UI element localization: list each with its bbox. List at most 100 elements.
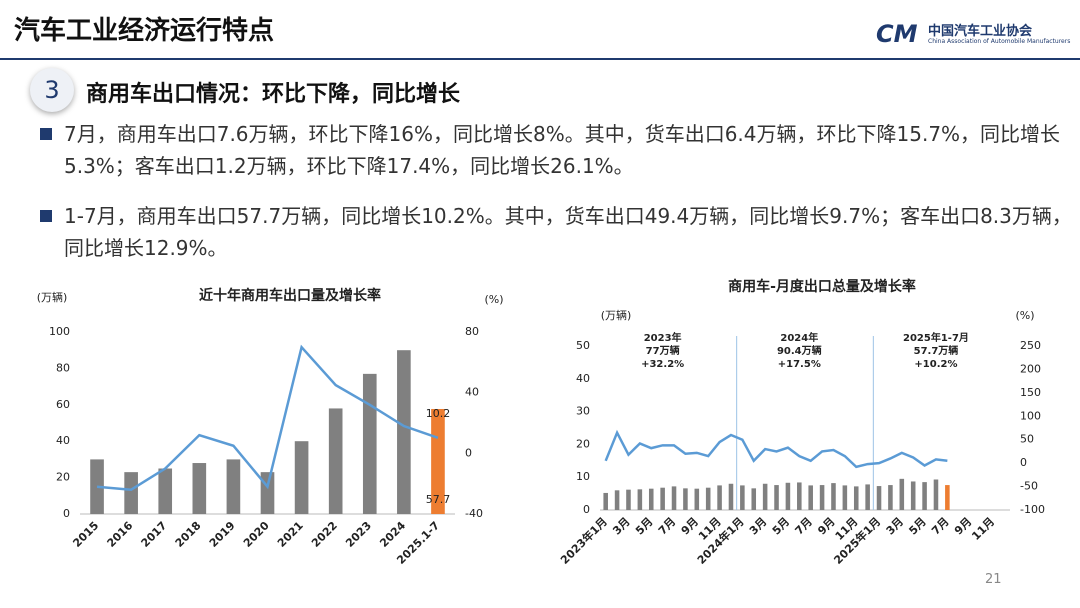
bar: [831, 483, 836, 510]
bar: [705, 487, 711, 510]
bar: [158, 468, 173, 514]
y-tick-label: 60: [56, 398, 70, 411]
logo-cn: 中国汽车工业协会: [928, 24, 1033, 39]
bar: [124, 472, 138, 514]
line-series: [96, 344, 439, 492]
bar: [260, 472, 275, 514]
x-tick-label: 2020: [241, 519, 272, 550]
bar: [362, 373, 377, 514]
bar: [899, 478, 905, 510]
x-tick-label: 2023: [343, 519, 374, 550]
x-tick-label: 2016: [105, 519, 136, 550]
bar: [945, 485, 950, 510]
line-series: [604, 429, 948, 469]
logo: CM 中国汽车工业协会 China Association of Automob…: [876, 20, 1076, 50]
header-rule: [0, 58, 1080, 60]
x-tick-label: 2021: [275, 519, 306, 550]
bar: [797, 482, 802, 510]
bar: [603, 492, 608, 510]
annotation: 90.4万辆: [777, 344, 822, 357]
annotation: 2024年: [780, 331, 818, 344]
bar: [842, 485, 848, 510]
y-axis-label: (万辆): [37, 290, 68, 304]
y2-tick-label: 40: [465, 386, 479, 399]
annotation: +10.2%: [914, 359, 957, 370]
bar: [865, 484, 870, 510]
x-tick-label: 2024: [377, 519, 408, 550]
x-tick-label: 11月: [969, 515, 997, 543]
bar: [910, 481, 916, 510]
bar: [728, 483, 734, 510]
x-tick-label: 2017: [139, 519, 170, 550]
bar: [431, 408, 445, 514]
y2-tick-label: 80: [465, 325, 479, 338]
annotation: 2025年1-7月: [903, 331, 969, 344]
bar: [328, 408, 343, 514]
y2-tick-label: -40: [465, 507, 483, 520]
x-tick-label: 2018: [173, 519, 204, 550]
x-tick-label: 5月: [633, 515, 655, 537]
y2-tick-label: 100: [1020, 409, 1041, 422]
x-tick-label: 7月: [656, 515, 678, 537]
data-label: 57.7: [426, 493, 451, 506]
x-tick-label: 2023年1月: [557, 514, 610, 567]
section-title: 商用车出口情况：环比下降，同比增长: [86, 82, 461, 107]
bar: [614, 490, 620, 510]
x-tick-label: 2022: [309, 519, 340, 550]
bar: [762, 483, 768, 510]
bar: [683, 488, 688, 510]
x-tick-label: 3月: [610, 515, 632, 537]
page-number: 21: [985, 572, 1002, 587]
y2-tick-label: 0: [465, 446, 472, 459]
bar: [294, 441, 309, 514]
y2-tick-label: 200: [1020, 362, 1041, 375]
section-number: 3: [30, 68, 74, 112]
bar: [808, 485, 813, 510]
x-tick-label: 7月: [929, 515, 951, 537]
y2-axis-label: (%): [1015, 309, 1034, 322]
bar: [740, 485, 745, 510]
y-tick-label: 0: [583, 503, 590, 516]
x-tick-label: 3月: [747, 515, 769, 537]
y2-tick-label: 50: [1020, 433, 1034, 446]
bar: [717, 485, 722, 510]
bar: [774, 485, 779, 510]
data-label: 10.2: [426, 407, 451, 420]
bar: [819, 485, 825, 510]
y2-tick-label: 0: [1020, 456, 1027, 469]
y-tick-label: 30: [576, 405, 590, 418]
logo-en: China Association of Automobile Manufact…: [928, 38, 1071, 45]
bar: [397, 350, 411, 514]
bar: [751, 488, 757, 510]
x-tick-label: 2015: [70, 519, 101, 550]
y2-tick-label: -100: [1020, 503, 1045, 516]
x-tick-label: 5月: [906, 515, 928, 537]
y2-tick-label: 150: [1020, 386, 1041, 399]
annotation: +17.5%: [778, 359, 821, 370]
bar: [853, 486, 859, 510]
y-tick-label: 0: [63, 507, 70, 520]
y-tick-label: 40: [576, 372, 590, 385]
x-tick-label: 5月: [770, 515, 792, 537]
bullet: 7月，商用车出口7.6万辆，环比下降16%，同比增长8%。其中，货车出口6.4万…: [40, 118, 1074, 182]
bar: [933, 479, 939, 510]
y2-axis-label: (%): [484, 293, 503, 306]
x-tick-label: 2019: [207, 519, 238, 550]
y-tick-label: 20: [56, 471, 70, 484]
bar: [626, 489, 631, 510]
y2-tick-label: -50: [1020, 480, 1038, 493]
annotation: +32.2%: [641, 359, 684, 370]
logo-mark: CM: [876, 20, 918, 48]
bar: [671, 486, 677, 510]
bar: [648, 488, 654, 510]
y2-tick-label: 250: [1020, 339, 1041, 352]
y-tick-label: 100: [49, 325, 70, 338]
annotation: 77万辆: [646, 344, 680, 357]
chart-title: 商用车-月度出口总量及增长率: [728, 278, 916, 295]
slide-title: 汽车工业经济运行特点: [14, 16, 275, 46]
chart-title: 近十年商用车出口量及增长率: [199, 287, 381, 304]
bar: [876, 486, 882, 510]
bar: [922, 482, 927, 510]
bar: [226, 459, 241, 514]
